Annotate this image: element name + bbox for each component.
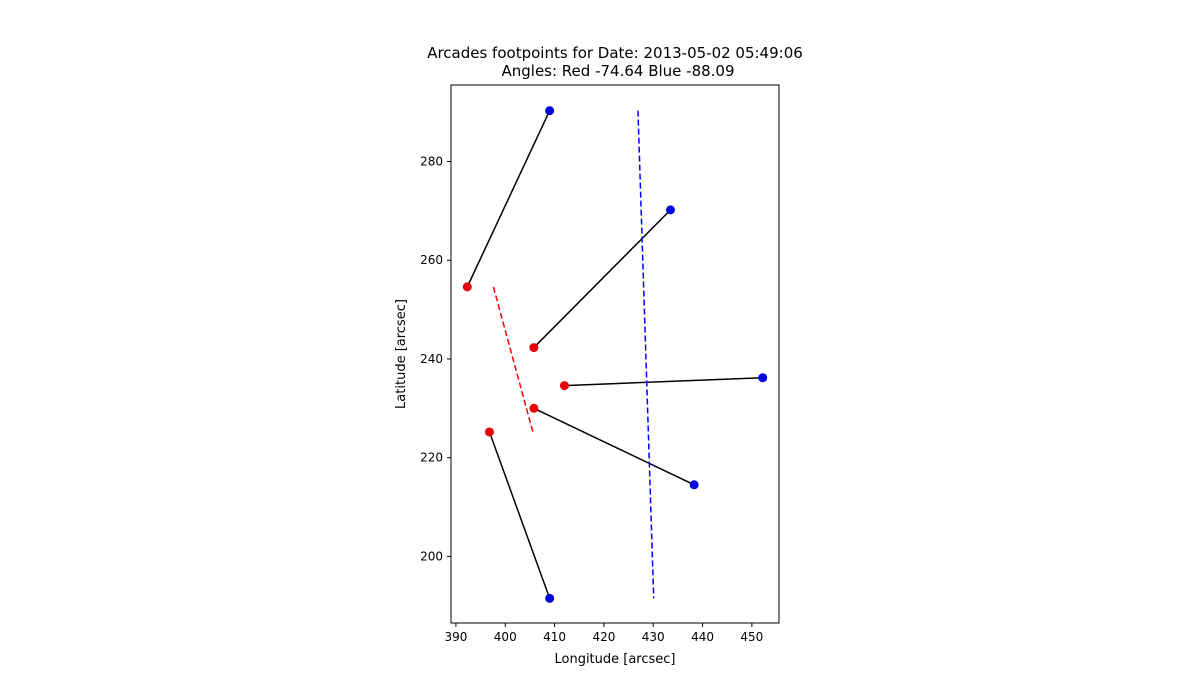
blue-footpoint-3 [758, 373, 768, 383]
x-tick-label: 410 [543, 630, 566, 644]
y-tick-label: 280 [420, 155, 443, 169]
y-axis-ticks: 200 220 240 260 280 [420, 155, 451, 563]
x-tick-label: 420 [592, 630, 615, 644]
arcade-connector-3 [564, 376, 763, 387]
x-tick-label: 440 [691, 630, 714, 644]
y-tick-label: 200 [420, 549, 443, 563]
red-footpoint-1 [462, 282, 472, 292]
blue-fit-line [637, 110, 655, 599]
red-fit-line [492, 286, 534, 433]
chart-title: Arcades footpoints for Date: 2013-05-02 … [427, 44, 803, 62]
x-tick-label: 400 [494, 630, 517, 644]
x-axis-label: Longitude [arcsec] [554, 652, 675, 667]
blue-footpoint-2 [665, 205, 675, 215]
arcade-connector-1 [466, 110, 551, 288]
blue-footpoint-4 [689, 480, 699, 490]
y-axis-label: Latitude [arcsec] [394, 299, 409, 409]
red-footpoint-4 [529, 403, 539, 413]
red-footpoint-5 [484, 427, 494, 437]
red-footpoint-3 [559, 381, 569, 391]
arcade-connector-2 [533, 209, 672, 349]
arcade-connector-4 [533, 407, 695, 486]
red-footpoint-2 [529, 343, 539, 353]
arcade-connector-5 [488, 431, 551, 599]
data-layer [462, 106, 768, 603]
x-tick-label: 450 [740, 630, 763, 644]
y-tick-label: 220 [420, 451, 443, 465]
blue-footpoint-5 [545, 593, 555, 603]
plot-frame [450, 84, 780, 624]
y-tick-label: 240 [420, 352, 443, 366]
x-tick-label: 430 [642, 630, 665, 644]
x-tick-label: 390 [444, 630, 467, 644]
blue-footpoint-1 [545, 106, 555, 116]
x-axis-ticks: 390 400 410 420 430 440 450 [444, 623, 763, 644]
y-tick-label: 260 [420, 253, 443, 267]
chart-subtitle: Angles: Red -74.64 Blue -88.09 [501, 62, 734, 80]
